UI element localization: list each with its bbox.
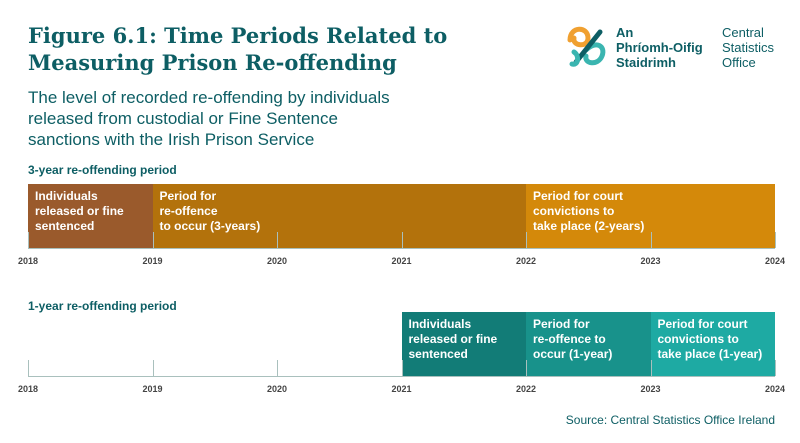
logo-irish-line-3: Staidrimh — [616, 55, 676, 70]
three-year-tick-2021 — [401, 232, 403, 248]
one-year-tick-2019 — [152, 360, 154, 376]
three-year-segment-1-line-1: Individuals — [35, 189, 98, 203]
logo-english-line-1: Central — [722, 25, 764, 40]
one-year-tick-label-2020: 2020 — [266, 384, 288, 394]
three-year-segment-3-line-2: convictions to — [533, 204, 615, 218]
logo-english-line-3: Office — [722, 55, 756, 70]
three-year-tick-label-2022: 2022 — [515, 256, 537, 266]
three-year-segment-1-line-2: released or fine — [35, 204, 124, 218]
one-year-segment-1-line-3: sentenced — [408, 347, 468, 361]
three-year-tick-label-2024: 2024 — [764, 256, 786, 266]
figure-subtitle: The level of recorded re-offending by in… — [28, 87, 448, 150]
one-year-tick-label-2023: 2023 — [640, 384, 661, 394]
three-year-segment-2-line-2: re-offence — [159, 204, 218, 218]
three-year-tick-2018 — [28, 232, 29, 248]
one-year-segment-3-line-1: Period for court — [657, 317, 748, 331]
one-year-tick-2021 — [401, 360, 403, 376]
three-year-tick-2019 — [152, 232, 154, 248]
one-year-tick-label-2019: 2019 — [142, 384, 163, 394]
three-year-segment-1-line-3: sentenced — [35, 219, 95, 233]
one-year-tick-label-2018: 2018 — [17, 384, 39, 394]
subtitle-line-1: The level of recorded re-offending by in… — [28, 88, 390, 107]
logo-irish-name: An Phríomh-Oifig Staidrimh — [616, 25, 703, 70]
one-year-tick-2018 — [28, 360, 29, 376]
three-year-tick-label-2019: 2019 — [142, 256, 163, 266]
three-year-segment-2: Period for re-offence to occur (3-years) — [152, 184, 526, 248]
three-year-tick-label-2023: 2023 — [640, 256, 661, 266]
logo-irish-line-2: Phríomh-Oifig — [616, 40, 703, 55]
one-year-segment-3-line-2: convictions to — [657, 332, 739, 346]
three-year-segment-1: Individuals released or fine sentenced — [28, 184, 153, 248]
subtitle-line-2: released from custodial or Fine Sentence — [28, 109, 338, 128]
one-year-tick-label-2021: 2021 — [391, 384, 412, 394]
one-year-segment-1-line-2: released or fine — [408, 332, 498, 346]
one-year-tick-2024 — [775, 360, 776, 376]
three-year-tick-label-2021: 2021 — [391, 256, 412, 266]
one-year-segment-2-line-1: Period for — [533, 317, 590, 331]
one-year-tick-2020 — [277, 360, 278, 376]
one-year-segment-3: Period for court convictions to take place… — [650, 312, 775, 376]
subtitle-line-3: sanctions with the Irish Prison Service — [28, 130, 315, 149]
one-year-section-label: 1-year re-offending period — [28, 299, 177, 313]
three-year-segment-2-line-1: Period for — [159, 189, 217, 203]
cso-logo-mark-icon — [567, 26, 606, 67]
three-year-section-label: 3-year re-offending period — [28, 163, 177, 177]
figure-title: Figure 6.1: Time Periods Related to Meas… — [28, 22, 488, 76]
title-line-1: Figure 6.1: Time Periods Related to — [28, 23, 448, 48]
three-year-tick-2024 — [775, 232, 776, 248]
logo-english-line-2: Statistics — [722, 40, 775, 55]
three-year-segment-2-line-3: to occur (3-years) — [159, 219, 261, 233]
source-note: Source: Central Statistics Office Irelan… — [565, 413, 775, 427]
one-year-tick-label-2022: 2022 — [515, 384, 537, 394]
one-year-tick-label-2024: 2024 — [764, 384, 786, 394]
one-year-segment-3-line-3: take place (1-year) — [657, 347, 763, 361]
cso-logo: An Phríomh-Oifig Staidrimh Central Stati… — [562, 18, 792, 78]
three-year-tick-label-2018: 2018 — [17, 256, 39, 266]
three-year-tick-label-2020: 2020 — [266, 256, 288, 266]
three-year-tick-2020 — [277, 232, 278, 248]
one-year-segment-2-line-3: occur (1-year) — [533, 347, 613, 361]
three-year-tick-2023 — [650, 232, 652, 248]
one-year-segment-2-line-2: re-offence to — [533, 332, 606, 346]
logo-english-name: Central Statistics Office — [722, 25, 774, 70]
three-year-tick-2022 — [526, 232, 527, 248]
one-year-tick-2022 — [526, 360, 527, 376]
one-year-segment-1: Individuals released or fine sentenced — [401, 312, 526, 376]
three-year-segment-3-line-3: take place (2-years) — [533, 219, 645, 233]
three-year-segment-3: Period for court convictions to take place… — [526, 184, 775, 248]
one-year-tick-2023 — [650, 360, 652, 376]
three-year-axis-line — [28, 248, 775, 249]
three-year-segment-3-line-1: Period for court — [533, 189, 624, 203]
logo-irish-line-1: An — [616, 25, 634, 40]
one-year-axis-line — [28, 376, 775, 377]
one-year-segment-1-line-1: Individuals — [408, 317, 472, 331]
one-year-segment-2: Period for re-offence to occur (1-year) — [526, 312, 651, 376]
title-line-2: Measuring Prison Re-offending — [28, 50, 397, 75]
